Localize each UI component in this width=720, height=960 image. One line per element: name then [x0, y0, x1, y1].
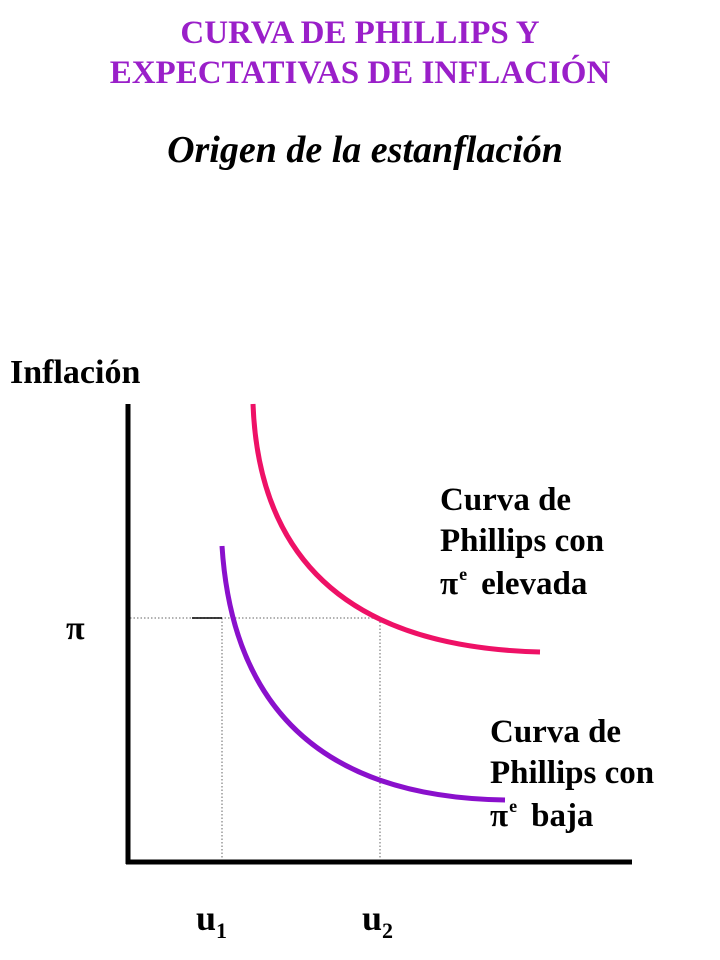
u1-base: u — [196, 898, 217, 938]
curve-high-word: elevada — [481, 565, 588, 602]
curve-low-line2: Phillips con — [490, 755, 655, 792]
curve-low-line3: πe baja — [490, 795, 654, 837]
u1-axis-label: u1 — [196, 896, 227, 945]
u2-subscript: 2 — [382, 918, 394, 943]
u1-subscript: 1 — [216, 918, 228, 943]
curve-high-line3: πe elevada — [440, 563, 604, 605]
curve-high-sup: e — [459, 563, 468, 584]
curve-high-label: Curva de Phillips con πe elevada — [440, 480, 604, 605]
curve-low-word: baja — [531, 797, 594, 834]
subtitle: Origen de la estanflación — [167, 129, 563, 171]
curve-high-pi: π — [440, 565, 459, 602]
curve-high-line2: Phillips con — [440, 523, 605, 560]
pi-axis-label: π — [66, 610, 85, 647]
u2-base: u — [362, 898, 383, 938]
phillips-curve-low-expectations — [219, 545, 506, 803]
y-axis-label: Inflación — [10, 354, 141, 391]
curve-high-line1: Curva de — [440, 482, 572, 518]
curve-low-line1: Curva de — [490, 714, 622, 750]
curve-low-sup: e — [509, 795, 518, 816]
u2-axis-label: u2 — [362, 896, 393, 945]
title-line-2: EXPECTATIVAS DE INFLACIÓN — [109, 55, 611, 91]
curve-low-pi: π — [490, 797, 509, 834]
title-line-1: CURVA DE PHILLIPS Y — [180, 15, 540, 51]
curve-low-label: Curva de Phillips con πe baja — [490, 712, 654, 837]
phillips-curve-high-expectations — [250, 403, 541, 655]
